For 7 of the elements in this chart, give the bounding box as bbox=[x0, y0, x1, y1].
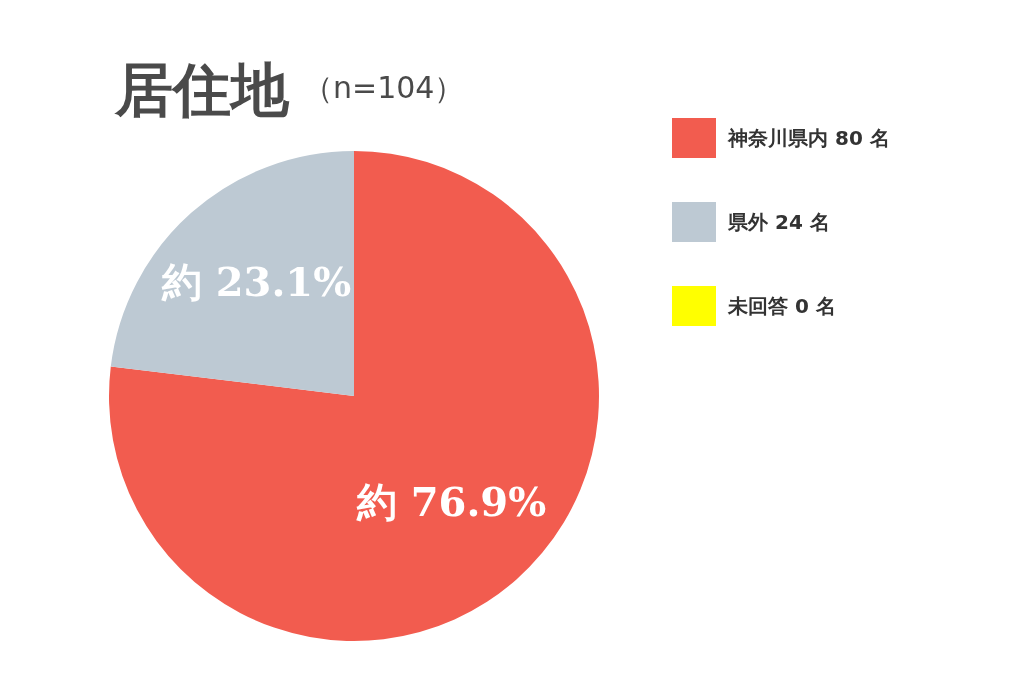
legend-label: 神奈川県内 80 名 bbox=[728, 124, 890, 152]
legend-label: 県外 24 名 bbox=[728, 208, 830, 236]
data-label: 約 76.9% bbox=[355, 478, 547, 526]
chart-subtitle: （n=104） bbox=[303, 70, 465, 105]
chart-title: 居住地 bbox=[115, 56, 289, 124]
legend-label: 未回答 0 名 bbox=[728, 292, 836, 320]
data-label: 約 23.1% bbox=[160, 258, 352, 306]
